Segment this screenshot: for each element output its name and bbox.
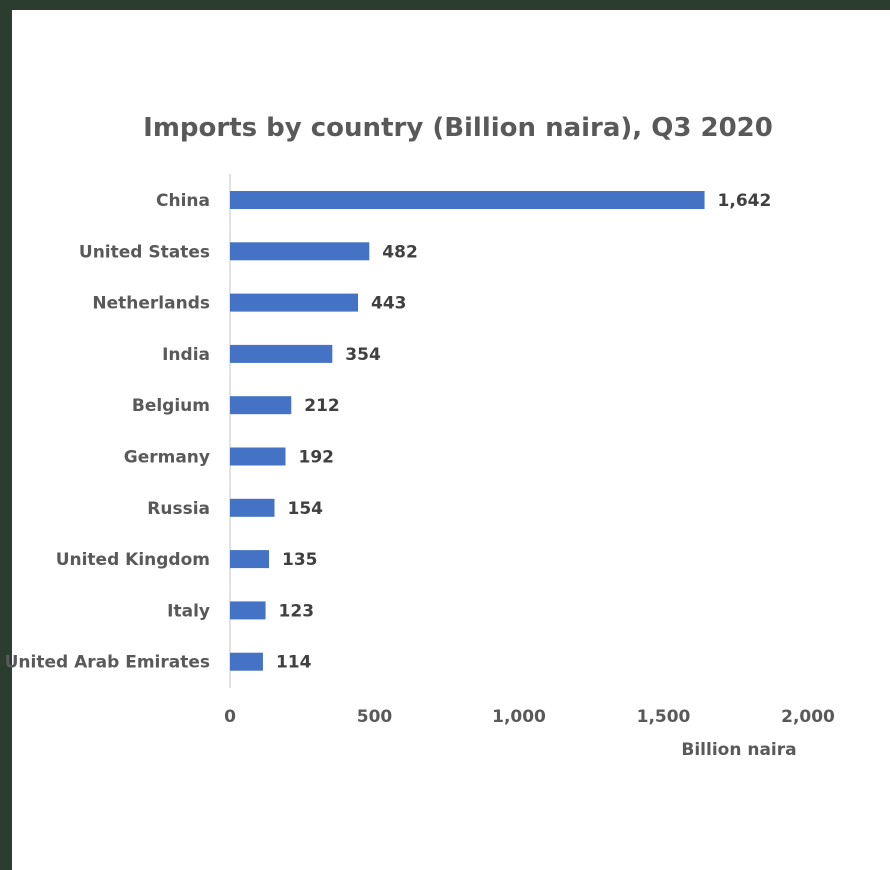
chart-title: Imports by country (Billion naira), Q3 2…	[143, 113, 773, 143]
bar-united-states	[230, 242, 370, 261]
category-labels-group: China United States Netherlands India Belgiu…	[5, 191, 210, 673]
category-label-netherlands: Netherlands	[92, 294, 210, 314]
bar-china	[230, 191, 705, 209]
data-label-germany: 192	[298, 448, 334, 468]
bar-united-kingdom	[230, 550, 270, 569]
x-tick-label: 0	[224, 707, 236, 727]
data-label-italy: 123	[279, 601, 315, 621]
bar-united-arab-emirates	[230, 652, 263, 671]
data-label-russia: 154	[288, 499, 324, 519]
bar-india	[230, 344, 333, 363]
data-label-united-kingdom: 135	[282, 550, 318, 570]
bars-group	[230, 191, 705, 671]
x-tick-labels-group: 0 500 1,000 1,500 2,000	[224, 707, 835, 727]
data-label-belgium: 212	[304, 396, 340, 416]
data-label-united-states: 482	[382, 242, 418, 262]
category-label-united-arab-emirates: United Arab Emirates	[5, 653, 210, 673]
category-label-china: China	[156, 191, 210, 211]
x-tick-label: 1,000	[492, 707, 546, 727]
x-tick-label: 500	[357, 707, 393, 727]
bar-italy	[230, 601, 266, 620]
data-label-united-arab-emirates: 114	[276, 653, 312, 673]
bar-germany	[230, 447, 286, 466]
category-label-united-kingdom: United Kingdom	[56, 550, 210, 570]
bar-netherlands	[230, 293, 359, 312]
category-label-italy: Italy	[167, 601, 210, 621]
data-label-china: 1,642	[718, 191, 772, 211]
category-label-russia: Russia	[147, 499, 210, 519]
bar-russia	[230, 498, 275, 517]
bar-belgium	[230, 396, 292, 415]
data-labels-group: 1,642 482 443 354 212 192 154 135 123 114	[276, 191, 771, 673]
x-axis-title: Billion naira	[681, 740, 796, 760]
category-label-united-states: United States	[79, 242, 210, 262]
data-label-india: 354	[345, 345, 381, 365]
x-tick-label: 1,500	[637, 707, 691, 727]
category-label-india: India	[162, 345, 210, 365]
data-label-netherlands: 443	[371, 294, 407, 314]
category-label-germany: Germany	[124, 448, 210, 468]
x-tick-label: 2,000	[781, 707, 835, 727]
category-label-belgium: Belgium	[132, 396, 210, 416]
